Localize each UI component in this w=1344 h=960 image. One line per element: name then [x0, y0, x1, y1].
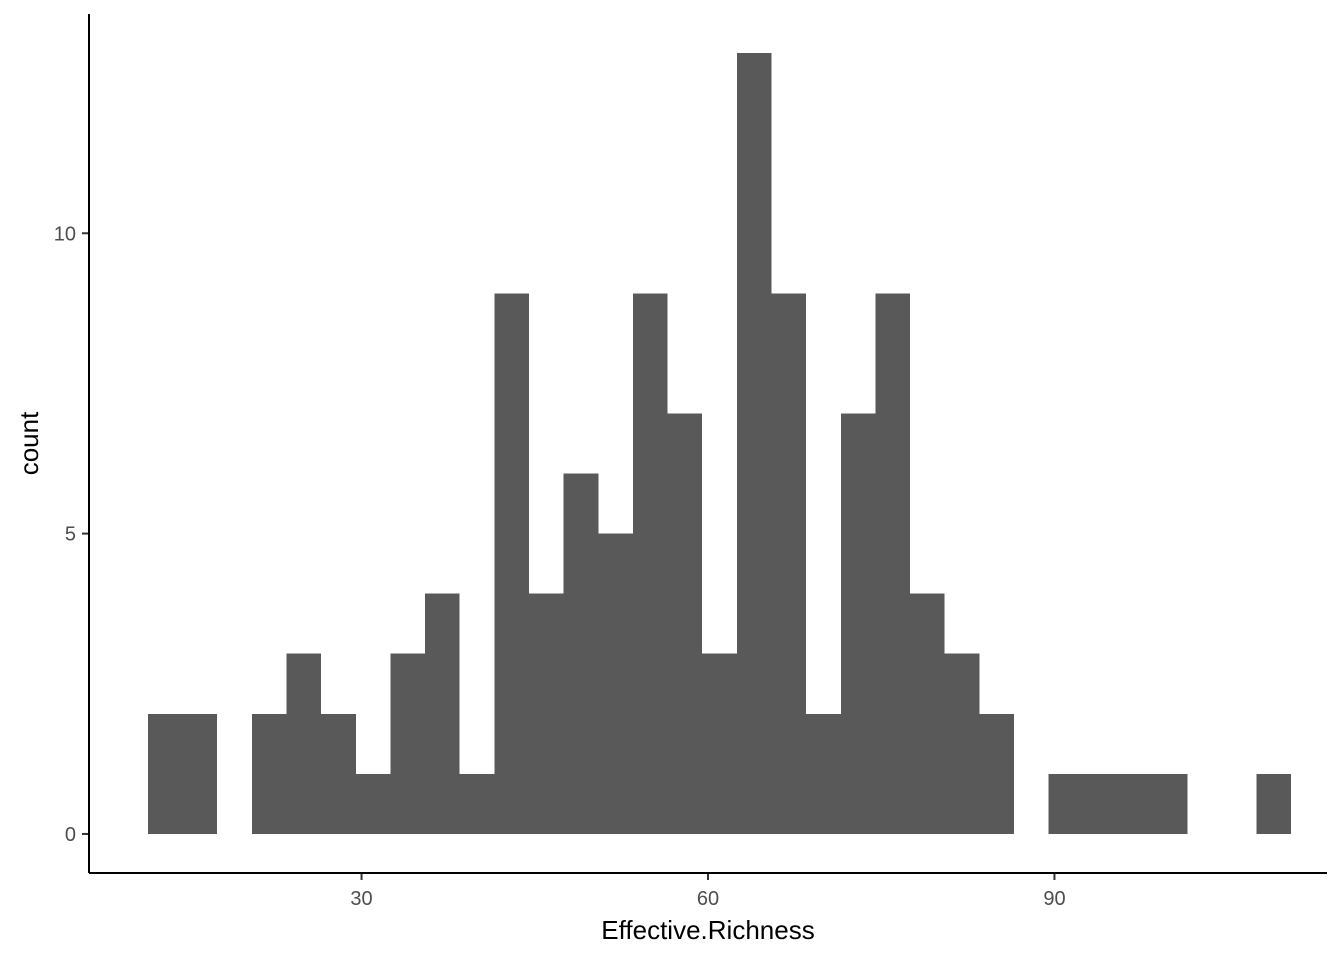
- histogram-bar-3: [251, 713, 287, 834]
- histogram-bar-1: [182, 713, 218, 834]
- histogram-bar-5: [321, 713, 356, 834]
- histogram-bar-12: [563, 473, 599, 834]
- histogram-bars: [147, 53, 1292, 834]
- histogram-bar-19: [806, 713, 841, 834]
- x-tick-label-90: 90: [1043, 888, 1065, 910]
- x-axis-title: Effective.Richness: [601, 915, 814, 945]
- histogram-bar-4: [286, 653, 322, 834]
- histogram-bar-22: [910, 593, 945, 834]
- histogram-bar-16: [702, 653, 737, 834]
- histogram-bar-29: [1152, 773, 1188, 834]
- histogram-bar-10: [494, 293, 529, 834]
- histogram-bar-24: [979, 713, 1015, 834]
- x-tick-label-60: 60: [697, 888, 719, 910]
- x-axis-ticks: 30 60 90: [350, 873, 1066, 910]
- histogram-bar-13: [598, 533, 633, 834]
- histogram-bar-21: [875, 293, 911, 834]
- y-tick-label-0: 0: [65, 824, 76, 846]
- y-axis-title: count: [14, 411, 44, 475]
- histogram-bar-28: [1117, 773, 1153, 834]
- histogram-bar-7: [390, 653, 426, 834]
- histogram-bar-26: [1048, 773, 1084, 834]
- y-tick-label-10: 10: [54, 223, 76, 245]
- histogram-bar-0: [147, 713, 183, 834]
- histogram-bar-17: [736, 53, 772, 834]
- x-tick-label-30: 30: [350, 888, 372, 910]
- histogram-bar-11: [528, 593, 564, 834]
- histogram-bar-32: [1256, 773, 1292, 834]
- histogram-bar-18: [771, 293, 807, 834]
- y-tick-label-5: 5: [65, 524, 76, 546]
- histogram-bar-23: [944, 653, 980, 834]
- histogram-bar-9: [459, 773, 495, 834]
- histogram-bar-14: [632, 293, 668, 834]
- histogram-bar-20: [840, 413, 876, 834]
- histogram-bar-27: [1083, 773, 1118, 834]
- histogram-bar-8: [425, 593, 460, 834]
- histogram-bar-15: [667, 413, 703, 834]
- y-axis-ticks: 0 5 10: [54, 223, 89, 846]
- histogram-bar-6: [355, 773, 391, 834]
